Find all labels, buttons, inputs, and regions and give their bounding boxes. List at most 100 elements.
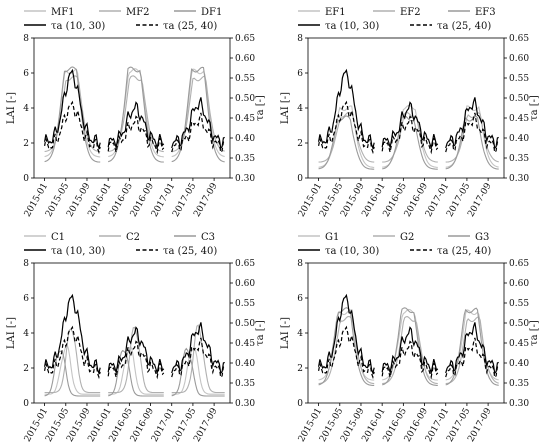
legend-label: τa (10, 30): [325, 246, 379, 257]
series-line-ef2: [318, 111, 499, 163]
y-right-tick-label: 0.50: [235, 94, 255, 104]
legend-label: G3: [475, 232, 489, 243]
y-right-tick-label: 0.40: [235, 134, 255, 144]
legend-label: C1: [51, 232, 65, 243]
legend-label: C2: [126, 232, 140, 243]
legend-label: DF1: [201, 7, 222, 18]
y-left-axis-label: LAI [-]: [280, 92, 291, 124]
y-left-tick-label: 4: [297, 104, 303, 114]
y-left-axis-label: LAI [-]: [280, 317, 291, 349]
y-left-tick-label: 6: [297, 69, 303, 79]
legend-label: G2: [400, 232, 414, 243]
series-line-c3: [44, 347, 225, 397]
series-line-mf1: [44, 68, 225, 158]
y-right-tick-label: 0.30: [509, 399, 529, 409]
y-left-tick-label: 0: [297, 174, 303, 184]
series-line-ef3: [318, 115, 499, 170]
y-left-tick-label: 2: [23, 139, 29, 149]
y-left-tick-label: 6: [23, 294, 29, 304]
legend-label: τa (25, 40): [437, 246, 491, 257]
y-right-tick-label: 0.45: [235, 339, 255, 349]
panel-mf-df: 024680.300.350.400.450.500.550.600.65201…: [6, 7, 266, 219]
y-left-tick-label: 2: [297, 139, 303, 149]
y-right-tick-label: 0.50: [509, 94, 529, 104]
legend-label: G1: [325, 232, 339, 243]
series-line--a-10-30-: [44, 68, 225, 151]
y-right-tick-label: 0.65: [509, 259, 529, 269]
series-line--a-25-40-: [318, 325, 499, 380]
y-right-tick-label: 0.35: [235, 379, 255, 389]
panel-g: 024680.300.350.400.450.500.550.600.65201…: [280, 232, 540, 444]
legend-label: EF3: [475, 7, 496, 18]
y-left-tick-label: 0: [23, 174, 29, 184]
y-left-tick-label: 4: [297, 329, 303, 339]
series-line--a-25-40-: [318, 100, 499, 155]
series-line-mf2: [44, 75, 225, 153]
y-left-axis-label: LAI [-]: [6, 92, 17, 124]
y-right-tick-label: 0.30: [509, 174, 529, 184]
legend-label: MF2: [126, 7, 150, 18]
legend-label: MF1: [51, 7, 75, 18]
y-right-tick-label: 0.45: [509, 114, 529, 124]
y-right-tick-label: 0.40: [509, 134, 529, 144]
y-right-tick-label: 0.35: [509, 154, 529, 164]
y-right-tick-label: 0.65: [235, 259, 255, 269]
y-right-tick-label: 0.50: [235, 319, 255, 329]
axes-frame: [33, 37, 231, 179]
series-line-c2: [44, 324, 225, 394]
y-right-tick-label: 0.35: [235, 154, 255, 164]
y-left-tick-label: 8: [297, 259, 303, 269]
y-right-axis-label: τa [-]: [255, 320, 266, 346]
series-line--a-25-40-: [44, 325, 225, 380]
y-left-tick-label: 2: [297, 364, 303, 374]
y-right-tick-label: 0.65: [235, 34, 255, 44]
panel-c: 024680.300.350.400.450.500.550.600.65201…: [6, 232, 266, 444]
legend-label: τa (25, 40): [163, 246, 217, 257]
y-left-tick-label: 4: [23, 104, 29, 114]
series-line-g2: [318, 315, 499, 385]
legend-label: EF2: [400, 7, 421, 18]
series-line--a-10-30-: [318, 68, 499, 151]
legend-label: τa (25, 40): [437, 21, 491, 32]
series-line-c1: [44, 343, 225, 395]
legend-label: τa (25, 40): [163, 21, 217, 32]
y-left-tick-label: 8: [23, 34, 29, 44]
y-left-tick-label: 0: [23, 399, 29, 409]
y-right-tick-label: 0.45: [509, 339, 529, 349]
y-right-tick-label: 0.45: [235, 114, 255, 124]
y-left-tick-label: 4: [23, 329, 29, 339]
legend-label: τa (10, 30): [51, 21, 105, 32]
y-right-axis-label: τa [-]: [255, 95, 266, 121]
y-right-tick-label: 0.30: [235, 174, 255, 184]
y-left-tick-label: 6: [23, 69, 29, 79]
y-right-tick-label: 0.60: [509, 54, 529, 64]
series-line-df1: [44, 66, 225, 163]
y-right-tick-label: 0.30: [235, 399, 255, 409]
y-right-axis-label: τa [-]: [529, 320, 540, 346]
y-left-tick-label: 8: [297, 34, 303, 44]
y-right-tick-label: 0.55: [509, 299, 529, 309]
y-right-tick-label: 0.60: [235, 279, 255, 289]
legend-label: τa (10, 30): [51, 246, 105, 257]
series-line--a-10-30-: [318, 293, 499, 376]
y-right-tick-label: 0.40: [235, 359, 255, 369]
axes-frame: [307, 262, 505, 404]
y-left-tick-label: 0: [297, 399, 303, 409]
y-right-tick-label: 0.55: [235, 299, 255, 309]
y-right-tick-label: 0.35: [509, 379, 529, 389]
y-left-tick-label: 8: [23, 259, 29, 269]
legend-label: EF1: [325, 7, 346, 18]
y-left-tick-label: 2: [23, 364, 29, 374]
y-right-tick-label: 0.60: [509, 279, 529, 289]
y-right-tick-label: 0.40: [509, 359, 529, 369]
series-line--a-25-40-: [44, 100, 225, 155]
y-right-axis-label: τa [-]: [529, 95, 540, 121]
series-line-g1: [318, 308, 499, 381]
y-right-tick-label: 0.50: [509, 319, 529, 329]
panel-ef: 024680.300.350.400.450.500.550.600.65201…: [280, 7, 540, 219]
y-left-axis-label: LAI [-]: [6, 317, 17, 349]
y-right-tick-label: 0.65: [509, 34, 529, 44]
legend-label: C3: [201, 232, 215, 243]
y-right-tick-label: 0.55: [235, 74, 255, 84]
